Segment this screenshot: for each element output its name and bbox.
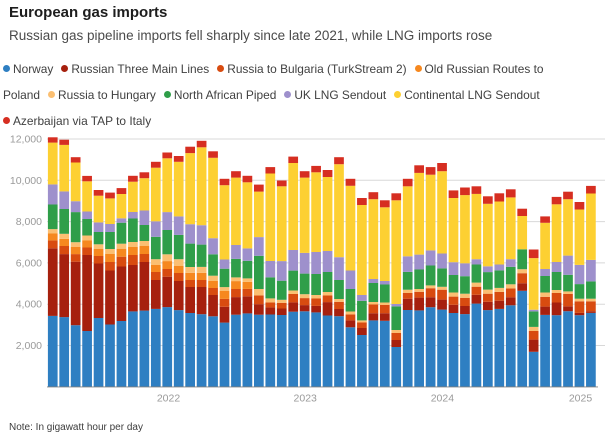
svg-text:8,000: 8,000 (16, 216, 42, 228)
svg-text:12,000: 12,000 (10, 134, 42, 146)
svg-text:2025: 2025 (569, 393, 593, 405)
svg-text:6,000: 6,000 (16, 257, 42, 269)
svg-text:2,000: 2,000 (16, 340, 42, 352)
svg-text:4,000: 4,000 (16, 299, 42, 311)
svg-text:2022: 2022 (157, 393, 181, 405)
svg-text:2024: 2024 (431, 393, 455, 405)
svg-text:2023: 2023 (294, 393, 318, 405)
svg-text:10,000: 10,000 (10, 175, 42, 187)
